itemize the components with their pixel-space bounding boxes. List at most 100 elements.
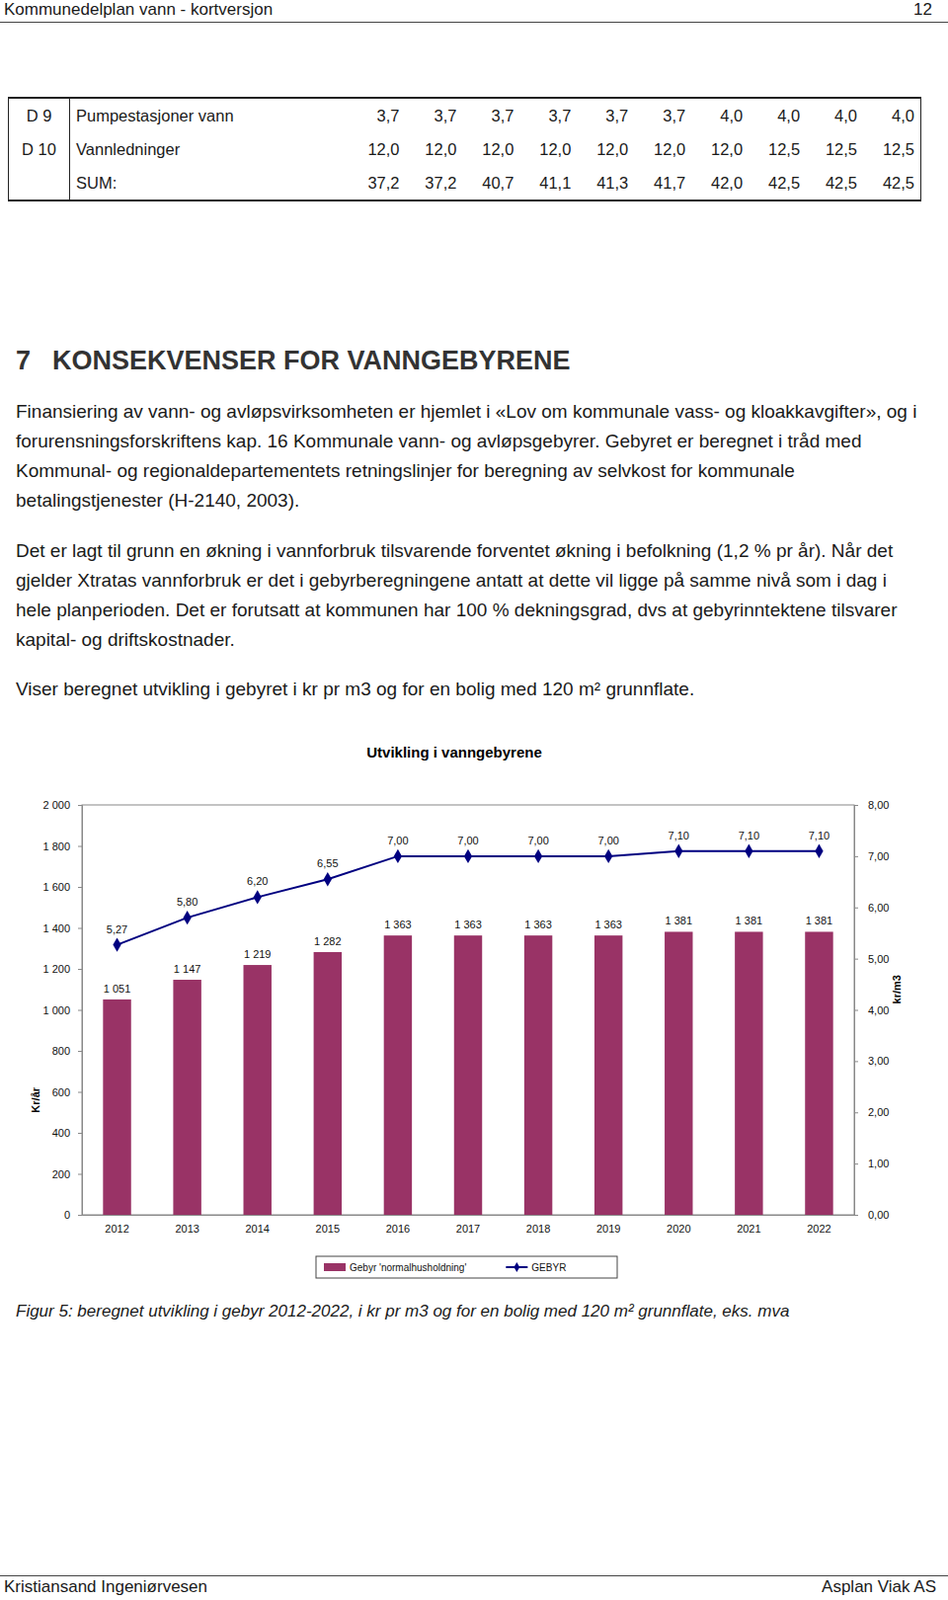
x-tick-label: 2016 [386, 1222, 410, 1235]
bar-label: 1 381 [735, 914, 764, 927]
table-row: D 9Pumpestasjoner vann3,73,73,73,73,73,7… [8, 97, 922, 133]
footer-rule [0, 1575, 948, 1577]
y-tick-label: 800 [52, 1044, 71, 1057]
x-tick-label: 2013 [174, 1222, 199, 1235]
row-value: 42,5 [748, 165, 806, 201]
row-code: D 10 [8, 132, 71, 166]
x-tick-label: 2018 [526, 1222, 551, 1235]
y2-tick-label: 8,00 [868, 798, 889, 811]
row-value: 40,7 [462, 165, 520, 201]
y2-tick-mark [854, 1163, 859, 1165]
y-tick-mark [78, 1010, 82, 1012]
line-label: 7,10 [738, 829, 760, 842]
line-label: 7,10 [668, 829, 690, 842]
legend-label: GEBYR [531, 1262, 566, 1273]
row-value: 4,0 [691, 97, 749, 133]
legend-swatch [323, 1263, 346, 1271]
x-tick: 2012 [104, 1214, 129, 1235]
row-value: 12,0 [462, 132, 520, 166]
x-tick: 2016 [386, 1214, 410, 1235]
y-tick-label: 1 000 [42, 1004, 71, 1017]
bar-label: 1 363 [384, 918, 412, 931]
bar [594, 935, 623, 1215]
plot-frame [81, 804, 855, 1215]
marker [253, 889, 262, 904]
row-value: 12,5 [748, 132, 806, 166]
y2-tick-mark [854, 907, 859, 909]
row-name: Pumpestasjoner vann [70, 97, 349, 133]
marker [814, 843, 823, 858]
y-tick: 1 000 [42, 1004, 82, 1017]
y-tick: 1 400 [42, 922, 82, 935]
y2-axis-title: kr/m3 [890, 974, 903, 1004]
bar [243, 964, 272, 1215]
y-tick: 1 800 [42, 840, 82, 853]
x-tick-label: 2021 [736, 1222, 761, 1235]
row-value: 4,0 [748, 97, 806, 133]
y-tick-mark [78, 886, 82, 888]
line-label: 7,00 [527, 834, 549, 847]
y2-tick: 7,00 [854, 850, 889, 863]
y-tick-mark [78, 1092, 82, 1094]
y2-axis-line [855, 805, 860, 1216]
row-value: 12,0 [405, 132, 464, 166]
marker [182, 910, 191, 925]
x-tick: 2019 [596, 1214, 621, 1235]
x-tick: 2020 [666, 1214, 691, 1235]
table: D 9Pumpestasjoner vann3,73,73,73,73,73,7… [7, 96, 922, 202]
row-value: 42,5 [805, 165, 864, 201]
row-value: 12,5 [863, 132, 921, 166]
paragraph: Finansiering av vann- og avløpsvirksomhe… [15, 396, 920, 516]
y-tick-mark [78, 1174, 82, 1176]
line-label: 6,55 [316, 857, 338, 869]
x-axis-line [82, 1214, 856, 1216]
chart: Utvikling i vanngebyrene02004006008001 0… [0, 740, 948, 1294]
y2-tick-mark [854, 1060, 859, 1062]
row-code: D 9 [8, 97, 71, 133]
row-value: 3,7 [405, 97, 464, 133]
marker [112, 937, 121, 951]
caption: Figur 5: beregnet utvikling i gebyr 2012… [15, 1301, 790, 1322]
header-title: Kommunedelplan vann - kortversjon [3, 0, 273, 20]
line-label: 5,27 [106, 923, 128, 936]
row-value: 37,2 [405, 165, 464, 201]
marker [674, 843, 683, 858]
y2-tick: 5,00 [854, 952, 889, 965]
section-number: 7 [15, 345, 31, 376]
y2-tick: 4,00 [854, 1004, 889, 1017]
row-value: 37,2 [348, 165, 406, 201]
x-tick-label: 2019 [596, 1222, 621, 1235]
y-tick-mark [78, 804, 82, 806]
row-value: 4,0 [805, 97, 864, 133]
row-value: 12,0 [691, 132, 749, 166]
y2-axis: 0,001,002,003,004,005,006,007,008,00 [854, 798, 889, 1221]
row-value: 42,5 [863, 165, 921, 201]
row-code [8, 165, 71, 201]
marks [102, 843, 833, 1215]
y2-tick-mark [854, 804, 859, 806]
y-tick-label: 1 400 [42, 922, 71, 935]
y2-tick-label: 3,00 [868, 1054, 889, 1067]
plot: 02004006008001 0001 2001 4001 6001 8002 … [42, 798, 889, 1235]
row-value: 12,5 [805, 132, 864, 166]
row-name: SUM: [70, 165, 349, 201]
x-tick-label: 2015 [316, 1222, 340, 1235]
legend-marker [513, 1262, 520, 1272]
row-value: 12,0 [519, 132, 577, 166]
y-tick-label: 0 [64, 1208, 71, 1221]
table-row: SUM:37,237,240,741,141,341,742,042,542,5… [8, 165, 922, 201]
x-tick-label: 2012 [104, 1222, 129, 1235]
bar-label: 1 363 [524, 918, 553, 931]
y-tick: 600 [52, 1086, 82, 1099]
row-value: 3,7 [519, 97, 577, 133]
y-tick-label: 1 800 [42, 840, 71, 853]
bar [102, 999, 131, 1215]
marker [394, 849, 402, 864]
line-label: 7,00 [387, 834, 408, 847]
y-tick: 1 600 [42, 880, 82, 893]
x-tick: 2014 [244, 1214, 269, 1235]
y2-tick-label: 0,00 [868, 1208, 889, 1221]
bar [454, 935, 482, 1215]
y2-tick: 3,00 [854, 1054, 889, 1067]
line-label: 7,00 [597, 834, 619, 847]
